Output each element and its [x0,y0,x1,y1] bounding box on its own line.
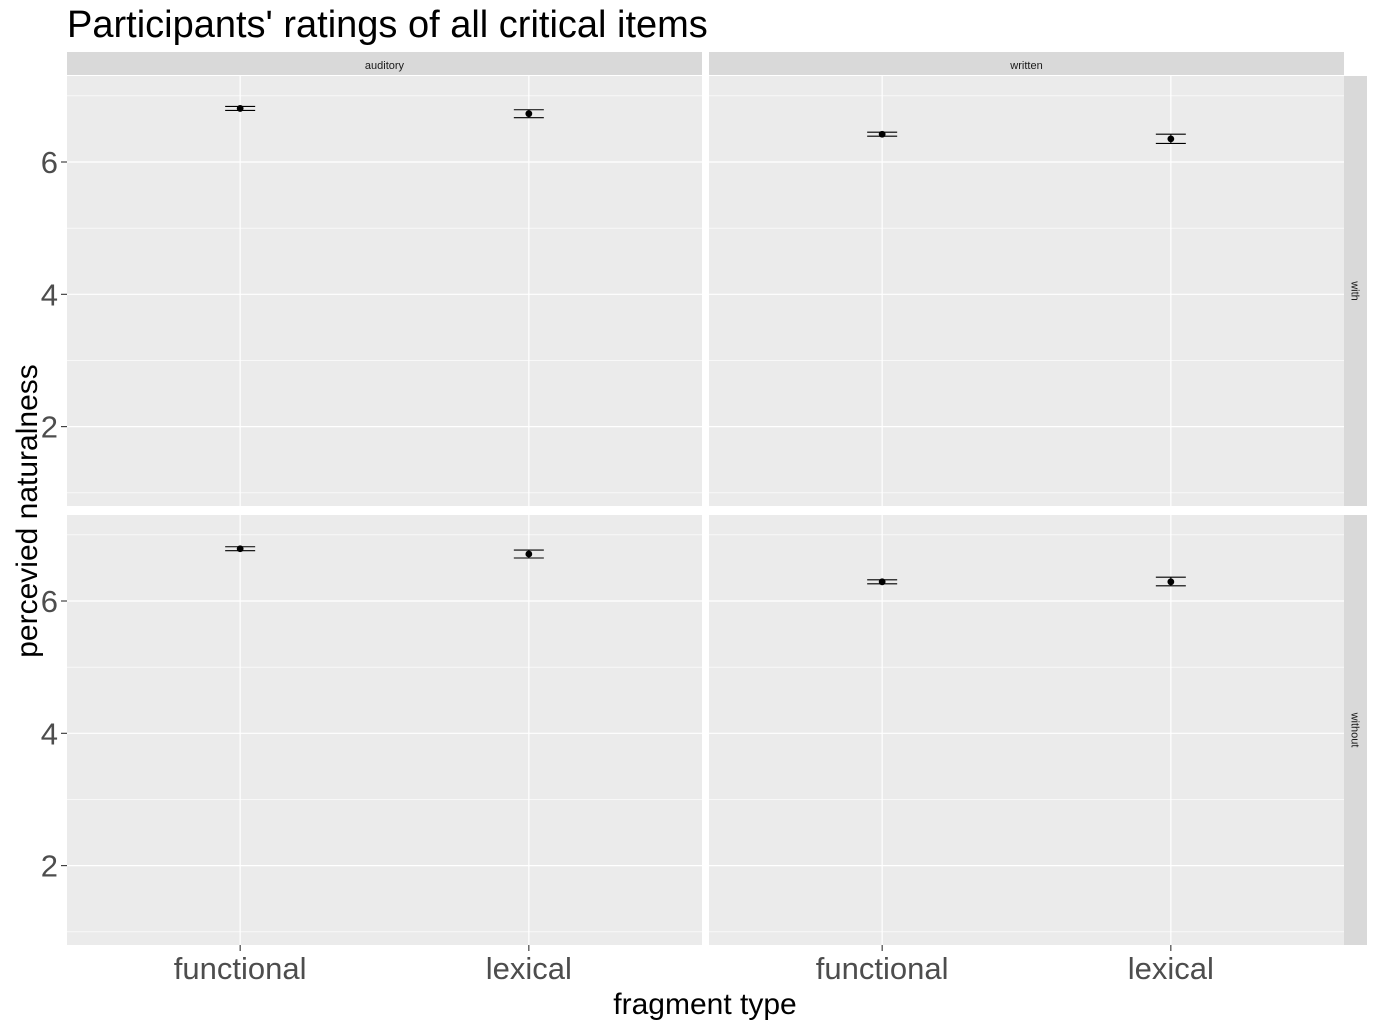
strip-right-without [1344,515,1367,945]
strip-right-with [1344,76,1367,506]
strip-top-written [709,52,1344,75]
data-point-functional [878,578,886,586]
panels [67,76,1344,945]
y-tick-label: 2 [41,849,58,884]
data-point-functional [236,545,244,553]
panel-background [67,515,702,945]
data-point-lexical [525,110,533,118]
panel-background [709,76,1344,506]
y-tick-label: 2 [41,410,58,445]
strip-label-auditory: auditory [365,60,405,72]
x-tick-label: functional [174,951,307,986]
y-tick-label: 6 [41,145,58,180]
data-point-lexical [525,550,533,558]
y-axis-title: percevied naturalness [11,364,44,658]
x-tick-label: lexical [486,951,572,986]
strip-label-written: written [1009,60,1042,72]
strip-top-auditory [67,52,702,75]
strip-label-without: without [1349,712,1361,748]
x-tick-label: lexical [1128,951,1214,986]
x-axis: functional lexical functional lexical [174,945,1214,986]
x-axis-title: fragment type [613,988,796,1021]
data-point-lexical [1167,135,1175,143]
y-axis: 2 4 6 2 4 6 [41,145,67,884]
panel-written-without [709,515,1344,945]
chart-title: Participants' ratings of all critical it… [67,4,708,46]
data-point-lexical [1167,578,1175,586]
data-point-functional [878,130,886,138]
strip-label-with: with [1349,280,1361,301]
data-point-functional [236,105,244,112]
panel-background [67,76,702,506]
panel-background [709,515,1344,945]
y-tick-label: 4 [41,716,58,751]
panel-written-with [709,76,1344,506]
y-tick-label: 4 [41,277,58,312]
panel-auditory-without [67,515,702,945]
panel-auditory-with [67,76,702,506]
x-tick-label: functional [816,951,949,986]
y-tick-label: 6 [41,584,58,619]
